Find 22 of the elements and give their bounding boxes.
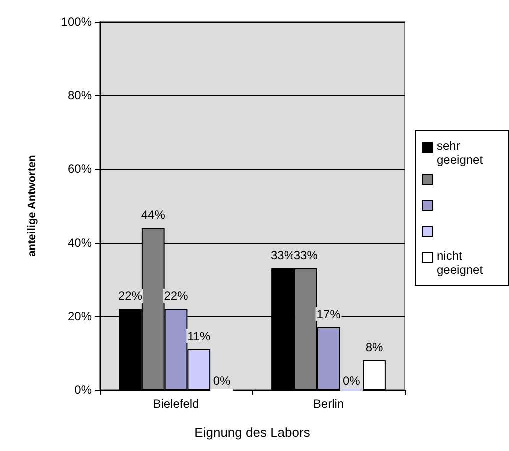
data-label: 22% (164, 289, 189, 304)
data-label: 17% (316, 307, 342, 322)
bar (363, 360, 386, 390)
y-tick-label: 100% (61, 15, 92, 29)
data-label: 44% (141, 208, 166, 222)
x-axis-title: Eignung des Labors (194, 425, 311, 440)
data-label: 0% (342, 374, 361, 388)
y-tick-label: 40% (68, 236, 92, 250)
y-tick-label: 20% (68, 309, 92, 324)
data-label: 8% (366, 340, 384, 355)
y-tick-label: 60% (68, 162, 92, 176)
data-label: 0% (213, 374, 231, 388)
x-tick-label: Bielefeld (153, 397, 200, 411)
legend-label: sehr geeignet (437, 139, 484, 167)
y-tick-label: 0% (74, 383, 92, 397)
x-tick-label: Berlin (313, 397, 344, 411)
legend-label: nicht geeignet (437, 249, 484, 277)
data-label: 33% (294, 248, 318, 263)
data-label: 11% (188, 330, 212, 344)
y-axis-title: anteilige Antworten (26, 154, 38, 257)
data-label: 22% (118, 289, 143, 304)
y-tick-label: 80% (68, 88, 92, 103)
